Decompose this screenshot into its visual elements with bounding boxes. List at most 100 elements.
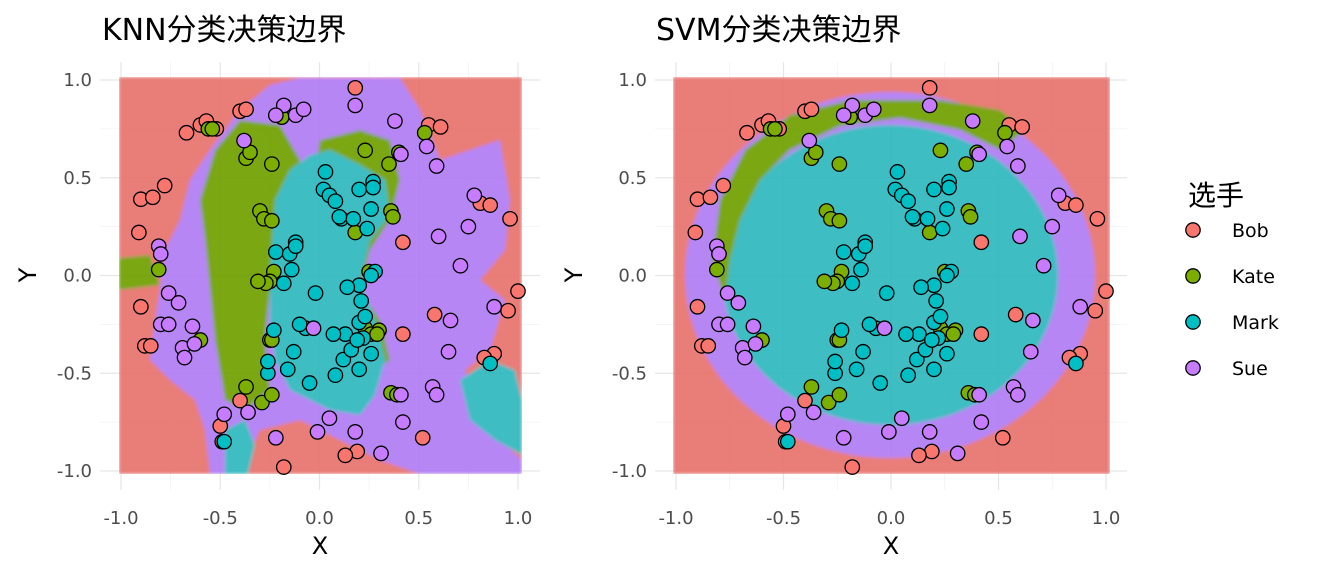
data-point-mark	[913, 279, 929, 296]
data-point-bob	[689, 191, 706, 208]
data-point-kate	[369, 326, 385, 342]
data-point-sue	[236, 132, 252, 149]
data-point-sue	[1050, 187, 1067, 204]
data-point-bob	[1098, 283, 1114, 299]
knn-chart-title: KNN分类决策边界	[102, 13, 347, 48]
data-point-sue	[430, 228, 447, 245]
data-point-mark	[857, 238, 874, 255]
data-point-mark	[908, 351, 925, 368]
data-point-mark	[1068, 355, 1084, 372]
y-tick-label: -0.5	[57, 363, 92, 384]
data-point-kate	[831, 386, 848, 403]
data-point-bob	[238, 101, 254, 118]
data-point-bob	[414, 429, 431, 446]
data-point-sue	[801, 132, 818, 149]
data-point-mark	[351, 181, 368, 198]
legend-items: Bob Kate Mark Sue	[1185, 220, 1279, 380]
data-point-mark	[291, 316, 308, 333]
data-point-bob	[1087, 302, 1104, 319]
data-point-bob	[337, 447, 354, 464]
data-point-mark	[941, 179, 957, 196]
data-point-bob	[178, 124, 195, 141]
data-point-sue	[805, 404, 822, 421]
data-point-mark	[934, 220, 951, 237]
data-point-mark	[287, 238, 304, 255]
data-point-sue	[184, 318, 201, 335]
knn-region-mark	[225, 150, 522, 474]
data-point-sue	[170, 295, 187, 311]
data-point-sue	[921, 424, 938, 440]
data-point-kate	[932, 142, 949, 159]
data-point-kate	[945, 326, 962, 342]
legend-label-bob: Bob	[1232, 220, 1269, 242]
data-point-bob	[1007, 306, 1024, 323]
data-point-kate	[767, 121, 783, 137]
legend-key-sue	[1185, 360, 1201, 376]
data-point-mark	[331, 209, 348, 225]
data-point-sue	[921, 97, 938, 114]
data-point-kate	[264, 386, 280, 403]
data-point-sue	[240, 404, 256, 421]
data-point-sue	[428, 158, 445, 174]
data-point-sue	[835, 107, 852, 124]
data-point-sue	[779, 406, 796, 423]
data-point-sue	[347, 424, 364, 440]
data-point-sue	[719, 316, 736, 333]
data-point-sue	[865, 101, 882, 118]
x-tick-label: 1.0	[1092, 508, 1121, 529]
data-point-mark	[482, 355, 499, 372]
data-point-bob	[715, 177, 732, 194]
data-point-kate	[204, 121, 221, 137]
data-point-mark	[351, 361, 368, 378]
data-point-mark	[353, 293, 370, 309]
y-tick-label: 0.5	[618, 168, 647, 189]
data-point-sue	[973, 414, 990, 430]
data-point-sue	[442, 312, 459, 329]
data-point-bob	[510, 283, 526, 299]
data-point-bob	[502, 210, 518, 227]
legend-label-kate: Kate	[1232, 266, 1275, 288]
data-point-kate	[250, 273, 266, 290]
data-point-bob	[142, 338, 159, 354]
data-point-bob	[144, 189, 161, 206]
data-point-mark	[928, 293, 945, 309]
data-point-sue	[747, 336, 764, 352]
data-point-sue	[1072, 298, 1089, 315]
data-point-bob	[156, 177, 173, 194]
data-point-sue	[1012, 228, 1028, 245]
data-point-mark	[279, 361, 296, 378]
data-point-kate	[958, 156, 975, 172]
data-point-sue	[387, 113, 403, 129]
data-point-bob	[1089, 210, 1106, 227]
data-point-sue	[267, 107, 284, 124]
data-point-mark	[872, 375, 889, 391]
data-point-sue	[971, 146, 988, 163]
data-point-mark	[267, 244, 284, 260]
knn-decision-regions	[119, 77, 522, 474]
data-point-sue	[395, 414, 411, 430]
data-point-mark	[926, 277, 942, 294]
data-point-sue	[711, 246, 727, 262]
x-tick-label: 0.5	[404, 508, 433, 529]
svm-region-mark	[722, 125, 1058, 425]
legend-key-bob	[1185, 222, 1201, 238]
data-point-bob	[482, 197, 499, 213]
data-point-mark	[779, 433, 796, 450]
data-point-kate	[416, 124, 433, 141]
data-point-mark	[339, 279, 356, 296]
svm-axis-ticks: -1.0 -0.5 0.0 0.5 1.0 -1.0 -0.5 0.0 0.5 1.0	[612, 70, 1120, 529]
data-point-sue	[428, 386, 445, 403]
y-tick-label: -0.5	[612, 363, 647, 384]
svm-x-axis-label: X	[883, 532, 899, 560]
data-point-bob	[131, 224, 147, 241]
data-point-mark	[827, 353, 843, 370]
data-point-mark	[833, 322, 850, 339]
x-tick-label: -1.0	[103, 508, 138, 529]
data-point-bob	[702, 189, 719, 206]
data-point-kate	[238, 379, 254, 395]
knn-y-axis-label: Y	[14, 267, 42, 283]
y-tick-label: -1.0	[57, 461, 92, 482]
data-point-bob	[844, 459, 861, 475]
data-point-kate	[831, 212, 848, 229]
data-point-mark	[926, 181, 942, 198]
